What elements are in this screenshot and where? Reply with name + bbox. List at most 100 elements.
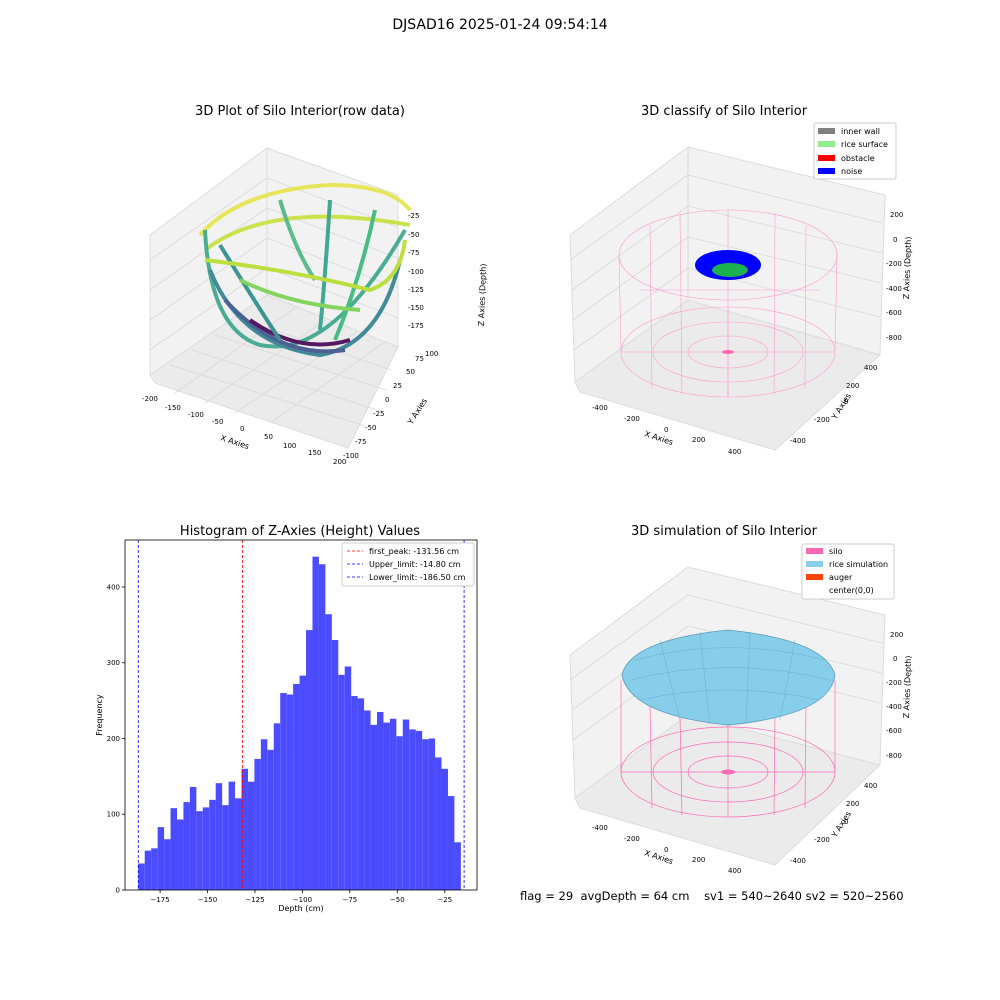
- svg-text:-50: -50: [365, 424, 376, 432]
- svg-text:-200: -200: [624, 835, 640, 843]
- histogram-bar: [306, 630, 313, 890]
- svg-text:-25: -25: [373, 410, 384, 418]
- svg-text:-600: -600: [886, 309, 902, 317]
- histogram-bar: [293, 683, 300, 890]
- svg-text:-100: -100: [408, 268, 424, 276]
- histogram-bar: [422, 739, 429, 890]
- classify-legend: inner wall rice surface obstacle noise: [813, 122, 897, 180]
- simulation-plot-title: 3D simulation of Silo Interior: [631, 524, 817, 539]
- svg-text:auger: auger: [829, 573, 853, 582]
- status-footer: flag = 29 avgDepth = 64 cm sv1 = 540~264…: [520, 889, 904, 903]
- svg-text:0: 0: [844, 818, 848, 826]
- histogram-bar: [402, 719, 410, 890]
- histogram-ylabel: Frequency: [95, 694, 104, 736]
- histogram-bar: [176, 819, 184, 890]
- svg-text:-200: -200: [814, 416, 830, 424]
- svg-text:-75: -75: [408, 249, 419, 257]
- svg-text:0: 0: [893, 655, 897, 663]
- histogram-bar: [383, 722, 390, 890]
- legend-label: Lower_limit: -186.50 cm: [369, 573, 466, 582]
- histogram-bar: [447, 796, 455, 890]
- svg-text:-50: -50: [408, 231, 419, 239]
- svg-text:-25: -25: [408, 212, 419, 220]
- histogram-bar: [370, 724, 377, 890]
- svg-text:rice surface: rice surface: [841, 140, 888, 149]
- histogram-ytick-label: 0: [116, 887, 120, 895]
- histogram-bar: [273, 723, 281, 890]
- raw-zlabel: Z Axies (Depth): [477, 263, 488, 326]
- sv2-value: sv2 = 520~2560: [805, 889, 904, 903]
- svg-text:200: 200: [890, 211, 903, 219]
- svg-text:Z Axies (Depth): Z Axies (Depth): [902, 655, 913, 718]
- svg-text:inner wall: inner wall: [841, 127, 880, 136]
- simulation-3d-plot: silo rice simulation auger center(0,0) 2…: [569, 543, 913, 875]
- histogram-bar: [364, 710, 371, 890]
- svg-text:-400: -400: [790, 857, 806, 865]
- histogram-xtick-label: −175: [150, 896, 169, 904]
- raw-xlabel: X Axies: [219, 433, 250, 451]
- svg-text:-150: -150: [408, 304, 424, 312]
- svg-text:Z Axies (Depth): Z Axies (Depth): [902, 236, 913, 299]
- histogram-bar: [183, 802, 190, 890]
- avgdepth-value: avgDepth = 64 cm: [580, 889, 690, 903]
- histogram-xtick-label: −75: [342, 896, 357, 904]
- svg-text:75: 75: [415, 355, 424, 363]
- svg-text:0: 0: [893, 236, 897, 244]
- histogram-xtick-label: −100: [293, 896, 312, 904]
- raw-plot-title: 3D Plot of Silo Interior(row data): [195, 104, 405, 119]
- histogram-bar: [286, 694, 294, 890]
- histogram-bar: [357, 698, 365, 890]
- svg-text:X Axies: X Axies: [643, 848, 674, 866]
- svg-text:200: 200: [846, 382, 859, 390]
- svg-text:400: 400: [728, 448, 741, 456]
- svg-text:-100: -100: [188, 411, 204, 419]
- histogram-xtick-label: −150: [198, 896, 217, 904]
- histogram-bar: [254, 758, 261, 890]
- svg-text:0: 0: [385, 396, 389, 404]
- simulation-legend: silo rice simulation auger center(0,0): [801, 543, 895, 600]
- histogram-bar: [312, 556, 319, 890]
- histogram-bar: [241, 768, 248, 890]
- svg-text:-75: -75: [355, 438, 366, 446]
- svg-text:-175: -175: [408, 322, 424, 330]
- svg-text:rice simulation: rice simulation: [829, 560, 888, 569]
- histogram-bar: [235, 798, 242, 890]
- histogram-bar: [215, 783, 223, 890]
- svg-text:noise: noise: [841, 167, 862, 176]
- raw-ylabel: Y Axies: [406, 397, 430, 427]
- histogram-bar: [351, 696, 358, 890]
- svg-text:obstacle: obstacle: [841, 154, 875, 163]
- histogram-bar: [389, 718, 397, 890]
- svg-text:-400: -400: [886, 285, 902, 293]
- svg-text:0: 0: [664, 846, 668, 854]
- svg-text:0: 0: [240, 425, 244, 433]
- histogram-bar: [196, 811, 203, 890]
- sv1-value: sv1 = 540~2640: [704, 889, 802, 903]
- histogram-bar: [157, 827, 165, 890]
- histogram-xlabel: Depth (cm): [278, 904, 323, 913]
- histogram-ytick-label: 200: [107, 735, 120, 743]
- svg-text:400: 400: [864, 364, 877, 372]
- raw-3d-plot: -25 -50 -75 -100 -125 -150 -175 Z Axies …: [142, 147, 488, 466]
- flag-value: flag = 29: [520, 889, 574, 903]
- svg-text:-200: -200: [624, 415, 640, 423]
- svg-text:-600: -600: [886, 727, 902, 735]
- svg-text:200: 200: [692, 856, 705, 864]
- histogram-bar: [170, 808, 177, 890]
- histogram-bar: [138, 863, 145, 890]
- svg-text:150: 150: [308, 449, 321, 457]
- histogram-bar: [325, 614, 332, 890]
- svg-text:-400: -400: [886, 703, 902, 711]
- histogram-bar: [267, 749, 274, 890]
- svg-text:-200: -200: [886, 260, 902, 268]
- svg-text:200: 200: [890, 631, 903, 639]
- svg-text:50: 50: [264, 433, 273, 441]
- histogram-chart: −175 −150 −125 −100 −75 −50 −25 0100200300400 …: [95, 539, 478, 913]
- histogram-title: Histogram of Z-Axies (Height) Values: [179, 524, 421, 539]
- svg-text:25: 25: [393, 382, 402, 390]
- histogram-bar: [396, 736, 403, 890]
- histogram-bar: [260, 739, 268, 890]
- histogram-xtick-label: −125: [245, 896, 264, 904]
- histogram-bar: [318, 564, 326, 890]
- histogram-bar: [280, 693, 287, 890]
